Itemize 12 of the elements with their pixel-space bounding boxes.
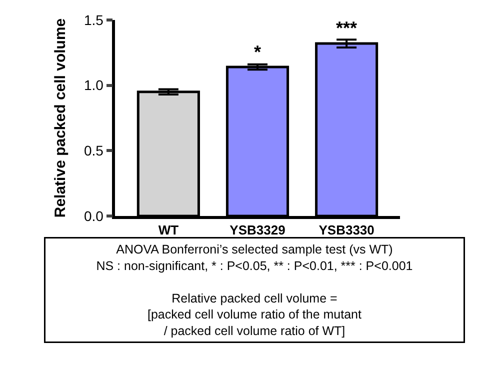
annotation: *** bbox=[336, 18, 358, 38]
y-tick-label: 1.0 bbox=[84, 77, 104, 94]
text: ANOVA Bonferroni’s selected sample test (vs WT) NS : non-significant, * : P<0.05, ** : P<0.01, *** : P<0.001 bbox=[96, 242, 413, 273]
y-tick-label: 0.0 bbox=[84, 208, 104, 224]
x-tick-label: WT bbox=[158, 222, 179, 238]
y-axis-title: Relative packed cell volume bbox=[52, 18, 70, 218]
annotation: * bbox=[254, 42, 262, 62]
text: Relative packed cell volume = [packed cell volume ratio of the mutant / packed cell volume ratio of WT] bbox=[147, 291, 362, 338]
y-tick-label: 1.5 bbox=[84, 12, 104, 28]
x-tick-label: YSB3330 bbox=[318, 222, 374, 238]
x-tick-label: YSB3329 bbox=[230, 222, 286, 238]
y-tick-label: 0.5 bbox=[84, 142, 104, 159]
